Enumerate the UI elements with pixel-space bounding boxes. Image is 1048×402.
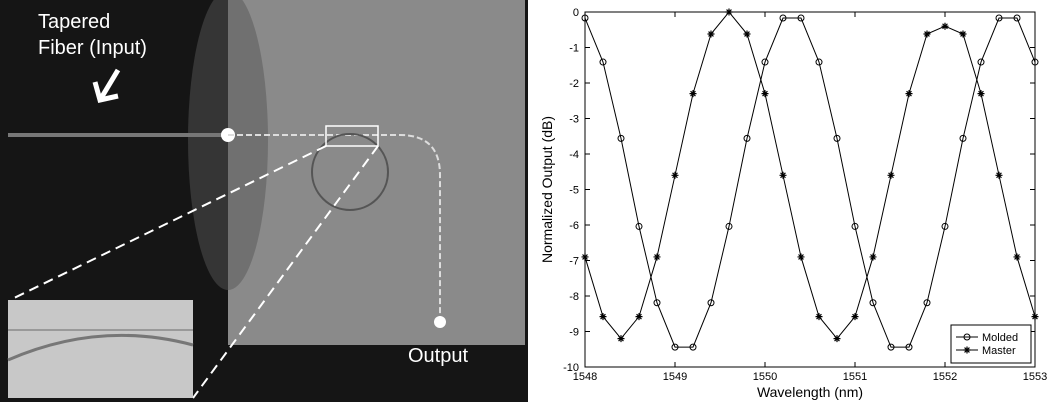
- data-point: [797, 14, 805, 22]
- output-label: Output: [408, 345, 468, 367]
- x-tick-label: 1548: [573, 371, 597, 383]
- data-point: [581, 14, 589, 22]
- data-point: [851, 313, 859, 321]
- data-point: [905, 343, 913, 351]
- input-label: Tapered: [38, 11, 110, 33]
- inset-ring: [7, 333, 194, 362]
- data-point: [689, 90, 697, 98]
- scatter-glow: [188, 0, 268, 290]
- data-point: [941, 222, 949, 230]
- x-tick-label: 1549: [663, 371, 687, 383]
- data-point: [635, 313, 643, 321]
- data-point: [959, 134, 967, 142]
- y-tick-label: 0: [573, 7, 579, 19]
- data-point: [815, 58, 823, 66]
- data-point: [977, 90, 985, 98]
- y-tick-label: -4: [569, 149, 579, 161]
- data-point: [743, 30, 751, 38]
- data-point: [995, 14, 1003, 22]
- data-point: [779, 171, 787, 179]
- data-point: [725, 8, 733, 16]
- y-tick-label: -2: [569, 78, 579, 90]
- data-point: [869, 253, 877, 261]
- y-tick-label: -9: [569, 327, 579, 339]
- y-tick-label: -1: [569, 43, 579, 55]
- data-point: [833, 335, 841, 343]
- data-point: [707, 30, 715, 38]
- x-tick-label: 1551: [843, 371, 867, 383]
- data-point: [887, 171, 895, 179]
- x-axis-label: Wavelength (nm): [757, 384, 863, 400]
- data-point: [599, 58, 607, 66]
- y-tick-label: -10: [563, 362, 579, 374]
- data-point: [653, 299, 661, 307]
- y-tick-label: -8: [569, 291, 579, 303]
- y-tick-label: -3: [569, 114, 579, 126]
- data-point: [617, 335, 625, 343]
- legend-marker: [963, 346, 971, 354]
- data-point: [1013, 253, 1021, 261]
- data-point: [887, 343, 895, 351]
- data-point: [977, 58, 985, 66]
- data-point: [635, 222, 643, 230]
- y-axis-label: Normalized Output (dB): [539, 116, 555, 263]
- data-point: [815, 313, 823, 321]
- data-point: [905, 90, 913, 98]
- data-point: [923, 30, 931, 38]
- data-point: [707, 299, 715, 307]
- data-point: [1031, 313, 1039, 321]
- data-point: [923, 299, 931, 307]
- zoom-line: [9, 145, 327, 301]
- x-tick-label: 1553: [1023, 371, 1047, 383]
- series-line: [584, 17, 1036, 348]
- data-point: [617, 134, 625, 142]
- zoom-box: [325, 125, 379, 147]
- x-tick-label: 1550: [753, 371, 777, 383]
- arrow: [92, 68, 121, 103]
- data-point: [653, 253, 661, 261]
- data-point: [1013, 14, 1021, 22]
- data-point: [869, 299, 877, 307]
- data-point: [671, 343, 679, 351]
- data-point: [761, 58, 769, 66]
- y-tick-label: -5: [569, 185, 579, 197]
- data-point: [995, 171, 1003, 179]
- y-tick-label: -6: [569, 220, 579, 232]
- data-point: [581, 253, 589, 261]
- photo: Tapered Fiber (Input) Output: [0, 0, 528, 402]
- output-spot: [434, 316, 446, 328]
- legend: [950, 324, 1032, 364]
- series-line: [584, 11, 1036, 340]
- zoom-line: [192, 145, 379, 399]
- data-point: [743, 134, 751, 142]
- data-point: [725, 222, 733, 230]
- data-point: [833, 134, 841, 142]
- legend-label: Master: [982, 345, 1016, 357]
- x-tick-label: 1552: [933, 371, 957, 383]
- input-label: Fiber (Input): [38, 37, 147, 59]
- legend-marker: [963, 333, 971, 341]
- data-point: [797, 253, 805, 261]
- waveguide: [228, 134, 441, 320]
- sample-chip: [228, 0, 525, 345]
- legend-label: Molded: [982, 332, 1018, 344]
- ring-resonator: [311, 133, 389, 211]
- y-tick-label: -7: [569, 256, 579, 268]
- data-point: [779, 14, 787, 22]
- data-point: [941, 22, 949, 30]
- data-point: [761, 90, 769, 98]
- data-point: [671, 171, 679, 179]
- data-point: [1031, 58, 1039, 66]
- data-point: [851, 222, 859, 230]
- data-point: [959, 30, 967, 38]
- data-point: [689, 343, 697, 351]
- plot-area: [584, 11, 1036, 368]
- data-point: [599, 313, 607, 321]
